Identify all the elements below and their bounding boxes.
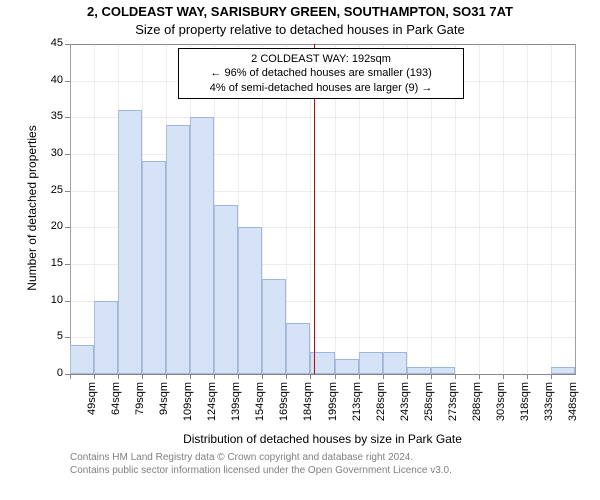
x-tick-label: 288sqm	[471, 382, 483, 462]
gridline-x	[503, 44, 504, 374]
y-tick-label: 0	[35, 367, 63, 379]
title-main: 2, COLDEAST WAY, SARISBURY GREEN, SOUTHA…	[0, 4, 600, 19]
x-tick	[94, 374, 95, 379]
chart-container: 2, COLDEAST WAY, SARISBURY GREEN, SOUTHA…	[0, 0, 600, 500]
x-tick	[503, 374, 504, 379]
histogram-bar	[118, 110, 142, 374]
title-sub: Size of property relative to detached ho…	[0, 22, 600, 37]
x-tick	[286, 374, 287, 379]
histogram-bar	[383, 352, 407, 374]
gridline-x	[551, 44, 552, 374]
y-tick-label: 40	[35, 74, 63, 86]
x-tick-label: 303sqm	[495, 382, 507, 462]
gridline-x	[142, 44, 143, 374]
x-tick-label: 199sqm	[327, 382, 339, 462]
y-tick-label: 10	[35, 294, 63, 306]
x-tick	[70, 374, 71, 379]
y-axis-label: Number of detached properties	[25, 108, 39, 308]
x-tick-label: 333sqm	[543, 382, 555, 462]
histogram-bar	[359, 352, 383, 374]
gridline-x	[70, 44, 71, 374]
gridline-x	[575, 44, 576, 374]
annotation-box: 2 COLDEAST WAY: 192sqm ← 96% of detached …	[178, 48, 464, 99]
histogram-bar	[407, 367, 431, 374]
histogram-bar	[551, 367, 575, 374]
y-tick-label: 30	[35, 147, 63, 159]
x-tick-label: 64sqm	[110, 382, 122, 462]
x-tick-label: 318sqm	[519, 382, 531, 462]
x-tick-label: 213sqm	[351, 382, 363, 462]
gridline-x	[479, 44, 480, 374]
x-tick	[190, 374, 191, 379]
x-tick-label: 49sqm	[86, 382, 98, 462]
x-tick	[551, 374, 552, 379]
annotation-line-2: ← 96% of detached houses are smaller (19…	[210, 67, 431, 79]
histogram-bar	[238, 227, 262, 374]
y-tick-label: 35	[35, 110, 63, 122]
x-tick-label: 348sqm	[567, 382, 579, 462]
y-tick-label: 45	[35, 37, 63, 49]
x-tick	[335, 374, 336, 379]
histogram-bar	[94, 301, 118, 374]
x-axis-line	[70, 374, 576, 375]
x-tick-label: 139sqm	[230, 382, 242, 462]
histogram-bar	[286, 323, 310, 374]
gridline-y	[70, 154, 575, 155]
x-tick-label: 79sqm	[134, 382, 146, 462]
x-tick-label: 109sqm	[182, 382, 194, 462]
x-tick	[407, 374, 408, 379]
x-tick-label: 124sqm	[206, 382, 218, 462]
x-tick-label: 154sqm	[254, 382, 266, 462]
histogram-bar	[335, 359, 359, 374]
x-tick	[431, 374, 432, 379]
caption-line-2: Contains public sector information licen…	[70, 465, 452, 476]
annotation-line-3: 4% of semi-detached houses are larger (9…	[210, 82, 433, 94]
histogram-bar	[166, 125, 190, 374]
y-tick-label: 5	[35, 330, 63, 342]
histogram-bar	[214, 205, 238, 374]
y-tick-label: 25	[35, 184, 63, 196]
gridline-x	[118, 44, 119, 374]
annotation-line-1: 2 COLDEAST WAY: 192sqm	[251, 53, 391, 65]
x-axis-line-top	[70, 44, 576, 45]
x-tick-label: 243sqm	[399, 382, 411, 462]
x-tick	[214, 374, 215, 379]
gridline-x	[94, 44, 95, 374]
histogram-bar	[431, 367, 455, 374]
histogram-bar	[142, 161, 166, 374]
x-tick-label: 184sqm	[302, 382, 314, 462]
gridline-x	[166, 44, 167, 374]
x-tick	[142, 374, 143, 379]
x-tick	[455, 374, 456, 379]
x-tick-label: 169sqm	[278, 382, 290, 462]
y-tick-label: 15	[35, 257, 63, 269]
x-tick	[238, 374, 239, 379]
gridline-y	[70, 117, 575, 118]
x-tick	[479, 374, 480, 379]
x-tick	[383, 374, 384, 379]
x-tick	[359, 374, 360, 379]
gridline-x	[527, 44, 528, 374]
x-tick-label: 94sqm	[158, 382, 170, 462]
x-tick	[262, 374, 263, 379]
histogram-bar	[70, 345, 94, 374]
x-tick	[166, 374, 167, 379]
y-tick-label: 20	[35, 220, 63, 232]
histogram-bar	[262, 279, 286, 374]
histogram-bar	[190, 117, 214, 374]
x-tick	[310, 374, 311, 379]
x-tick	[118, 374, 119, 379]
x-tick-label: 273sqm	[447, 382, 459, 462]
x-tick	[527, 374, 528, 379]
x-tick-label: 228sqm	[375, 382, 387, 462]
x-tick-label: 258sqm	[423, 382, 435, 462]
